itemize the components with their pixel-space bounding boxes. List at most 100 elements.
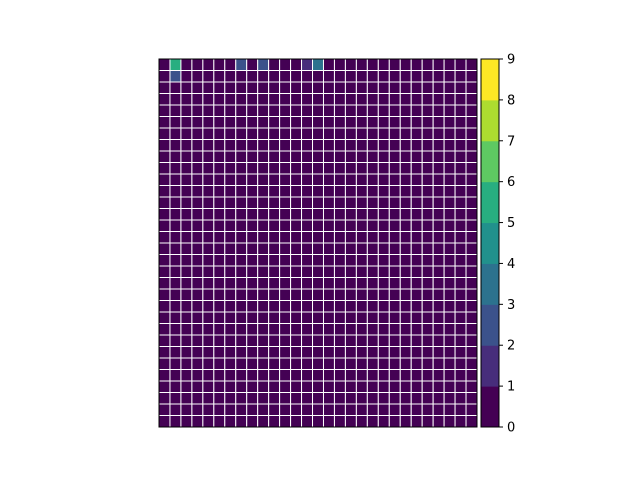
heatmap-cell <box>301 208 314 221</box>
heatmap-cell <box>388 265 401 278</box>
heatmap-cell <box>366 219 379 232</box>
heatmap-cell <box>377 173 390 186</box>
heatmap-cell <box>333 139 346 152</box>
heatmap-cell <box>191 219 204 232</box>
heatmap-cell <box>191 311 204 324</box>
heatmap-cell <box>246 93 259 106</box>
heatmap-cell <box>224 70 237 83</box>
heatmap-cell <box>399 277 412 290</box>
heatmap-cell <box>268 392 281 405</box>
heatmap-cell <box>454 231 467 244</box>
heatmap-cell <box>235 58 248 71</box>
heatmap-cell <box>333 58 346 71</box>
heatmap-cell <box>432 403 445 416</box>
heatmap-cell <box>344 346 357 359</box>
heatmap-cell <box>388 300 401 313</box>
heatmap-cell <box>257 208 270 221</box>
heatmap-cell <box>366 392 379 405</box>
heatmap-cell <box>169 288 182 301</box>
heatmap-cell <box>421 300 434 313</box>
heatmap-cell <box>333 185 346 198</box>
heatmap-cell <box>279 288 292 301</box>
heatmap-cell <box>246 300 259 313</box>
heatmap-cell <box>169 104 182 117</box>
heatmap-cell <box>454 58 467 71</box>
heatmap-cell <box>213 58 226 71</box>
heatmap-cell <box>191 162 204 175</box>
heatmap-cell <box>224 231 237 244</box>
heatmap-cell <box>202 415 215 428</box>
heatmap-cell <box>213 81 226 94</box>
heatmap-cell <box>388 403 401 416</box>
heatmap-cell <box>333 334 346 347</box>
heatmap-cell <box>279 139 292 152</box>
heatmap-cell <box>213 311 226 324</box>
heatmap-cell <box>366 265 379 278</box>
heatmap-cell <box>224 139 237 152</box>
heatmap-cell <box>169 300 182 313</box>
heatmap-cell <box>410 403 423 416</box>
heatmap-cell <box>301 231 314 244</box>
heatmap-cell <box>257 346 270 359</box>
heatmap-cell <box>333 369 346 382</box>
heatmap-cell <box>443 139 456 152</box>
heatmap-cell <box>224 369 237 382</box>
heatmap-cell <box>410 81 423 94</box>
heatmap-cell <box>279 254 292 267</box>
heatmap-cell <box>322 173 335 186</box>
heatmap-cell <box>235 196 248 209</box>
heatmap-cell <box>213 116 226 129</box>
heatmap-cell <box>169 346 182 359</box>
heatmap-cell <box>290 415 303 428</box>
colorbar-segment <box>481 345 499 387</box>
heatmap-cell <box>279 300 292 313</box>
heatmap-cell <box>443 58 456 71</box>
heatmap-cell <box>454 254 467 267</box>
heatmap-cell <box>410 346 423 359</box>
heatmap-cell <box>443 93 456 106</box>
heatmap-cell <box>202 139 215 152</box>
heatmap-cell <box>268 277 281 290</box>
heatmap-cell <box>191 357 204 370</box>
heatmap-cell <box>191 93 204 106</box>
heatmap-cell <box>333 219 346 232</box>
heatmap-cell <box>257 162 270 175</box>
heatmap-cell <box>257 357 270 370</box>
heatmap-cell <box>191 300 204 313</box>
heatmap-cell <box>388 277 401 290</box>
heatmap-cell <box>399 403 412 416</box>
heatmap-cell <box>301 403 314 416</box>
heatmap-cell <box>388 380 401 393</box>
heatmap-cell <box>235 70 248 83</box>
heatmap-cell <box>443 346 456 359</box>
heatmap-cell <box>377 93 390 106</box>
heatmap-cell <box>312 300 324 313</box>
heatmap-cell <box>180 127 193 140</box>
heatmap-cell <box>443 334 456 347</box>
heatmap-cell <box>454 162 467 175</box>
heatmap-cell <box>355 415 368 428</box>
heatmap-cell <box>279 185 292 198</box>
heatmap-cell <box>454 196 467 209</box>
heatmap-cell <box>235 334 248 347</box>
heatmap-cell <box>399 219 412 232</box>
heatmap-cell <box>377 357 390 370</box>
heatmap-cell <box>191 81 204 94</box>
heatmap-cell <box>388 104 401 117</box>
heatmap-cell <box>410 70 423 83</box>
heatmap-cell <box>355 357 368 370</box>
heatmap-cell <box>180 150 193 163</box>
heatmap-cell <box>333 346 346 359</box>
heatmap-cell <box>279 58 292 71</box>
heatmap-cell <box>410 196 423 209</box>
heatmap-cell <box>377 403 390 416</box>
heatmap-cell <box>180 311 193 324</box>
heatmap-cell <box>333 311 346 324</box>
heatmap-cell <box>213 346 226 359</box>
heatmap-cell <box>279 357 292 370</box>
heatmap-cell <box>191 334 204 347</box>
heatmap-cell <box>246 208 259 221</box>
heatmap-cell <box>344 369 357 382</box>
heatmap-cell <box>377 380 390 393</box>
heatmap-cell <box>312 208 324 221</box>
